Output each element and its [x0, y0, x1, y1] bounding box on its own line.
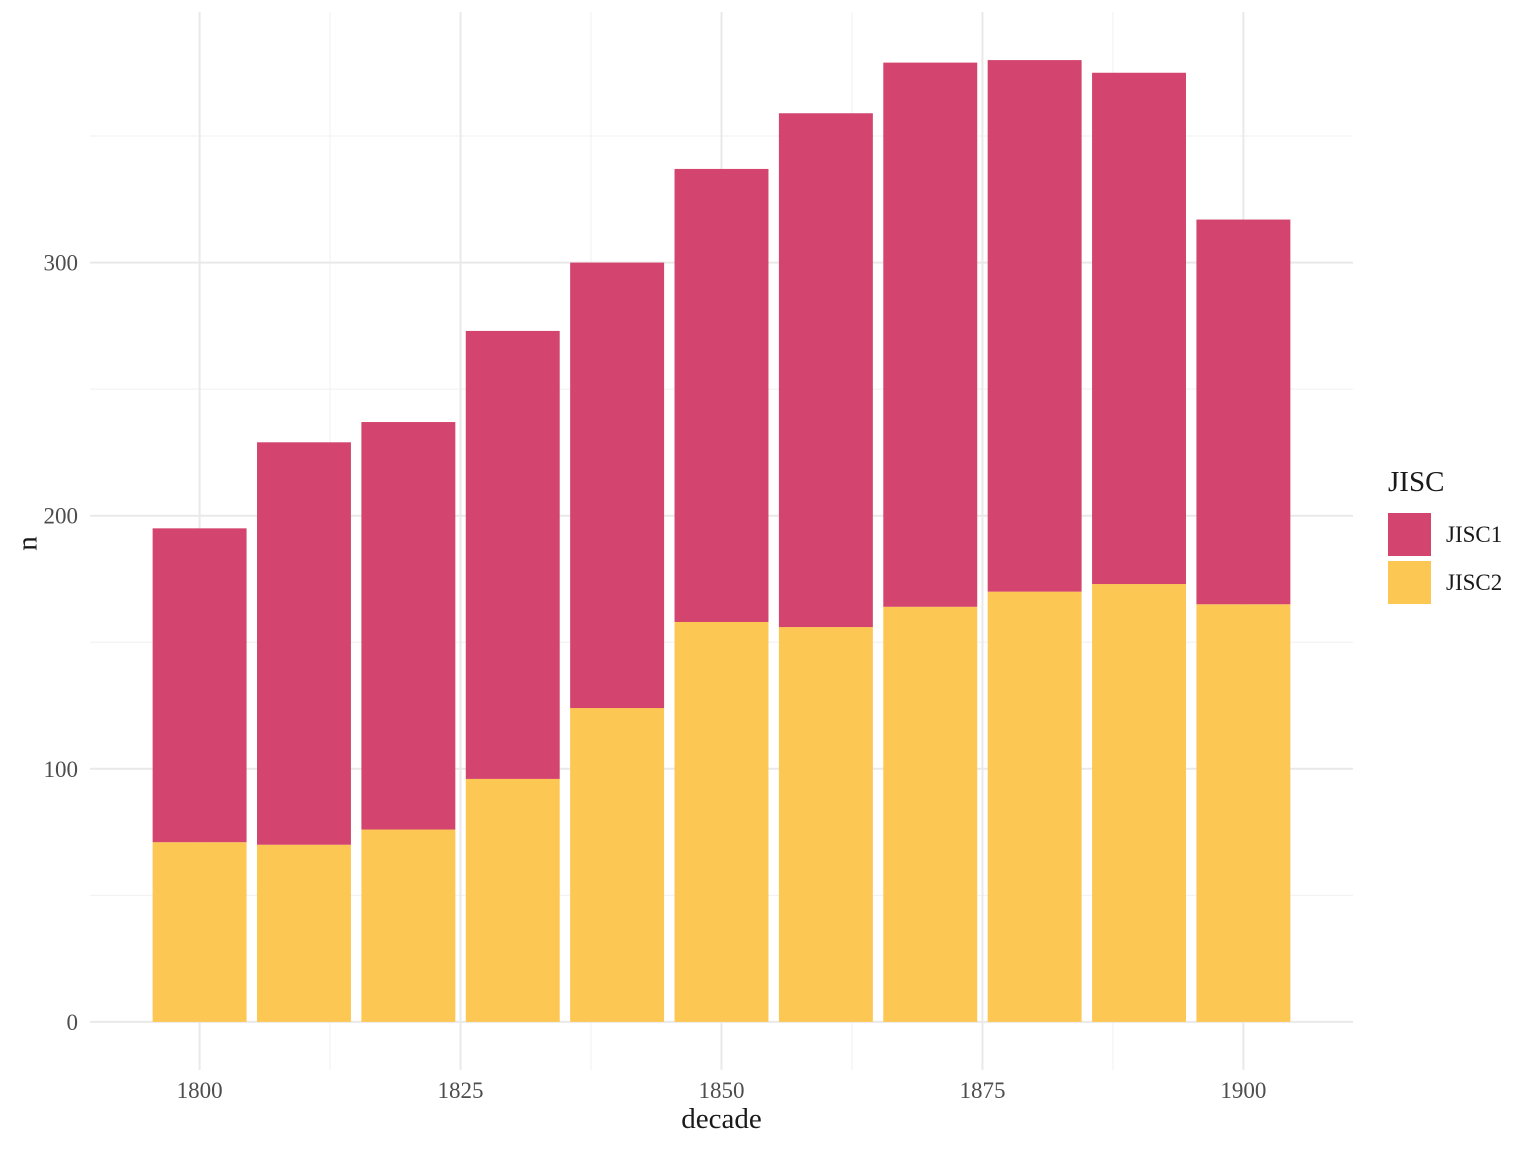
legend: JISC JISC1 JISC2 — [1388, 466, 1502, 609]
legend-label: JISC1 — [1446, 521, 1503, 547]
y-tick-label-300: 300 — [44, 251, 79, 276]
x-axis-title: decade — [681, 1103, 762, 1135]
bar-segment-jisc2-1820 — [361, 829, 456, 1022]
bar-segment-jisc1-1830 — [465, 330, 560, 779]
bar-segment-jisc1-1810 — [257, 442, 351, 845]
bar-segment-jisc1-1870 — [883, 62, 978, 607]
legend-key-swatch — [1388, 561, 1431, 604]
x-tick-label-1875: 1875 — [959, 1078, 1005, 1103]
bar-segment-jisc1-1860 — [778, 113, 873, 628]
bar-segment-jisc2-1880 — [987, 591, 1082, 1022]
bar-segment-jisc2-1860 — [778, 627, 873, 1022]
bar-segment-jisc1-1840 — [570, 262, 665, 709]
bar-segment-jisc2-1850 — [674, 621, 769, 1022]
x-tick-label-1825: 1825 — [438, 1078, 484, 1103]
x-tick-label-1850: 1850 — [699, 1078, 745, 1103]
bar-segment-jisc2-1840 — [570, 708, 665, 1022]
bar-segment-jisc1-1880 — [987, 60, 1082, 592]
bar-segment-jisc2-1890 — [1092, 584, 1186, 1022]
legend-entry-jisc1: JISC1 — [1388, 513, 1502, 556]
bar-segment-jisc1-1850 — [674, 168, 769, 622]
bar-segment-jisc2-1830 — [465, 778, 560, 1022]
y-tick-label-0: 0 — [67, 1010, 79, 1035]
y-tick-label-200: 200 — [44, 504, 79, 529]
legend-title: JISC — [1388, 466, 1445, 498]
bar-segment-jisc1-1800 — [152, 528, 247, 843]
x-tick-label-1800: 1800 — [177, 1078, 223, 1103]
bar-segment-jisc1-1890 — [1092, 72, 1186, 585]
legend-key-swatch — [1388, 513, 1431, 556]
legend-label: JISC2 — [1446, 569, 1503, 595]
bar-segment-jisc2-1810 — [257, 844, 351, 1022]
x-tick-label-1900: 1900 — [1220, 1078, 1266, 1103]
bar-segment-jisc1-1900 — [1196, 219, 1291, 605]
legend-entry-jisc2: JISC2 — [1388, 561, 1502, 604]
y-axis-title: n — [11, 536, 44, 551]
legend-entries: JISC1 JISC2 — [1388, 513, 1502, 604]
y-tick-label-100: 100 — [44, 757, 79, 782]
bar-segment-jisc2-1870 — [883, 606, 978, 1022]
bar-segment-jisc2-1800 — [152, 842, 247, 1022]
bar-segment-jisc2-1900 — [1196, 604, 1291, 1022]
bar-segment-jisc1-1820 — [361, 422, 456, 830]
